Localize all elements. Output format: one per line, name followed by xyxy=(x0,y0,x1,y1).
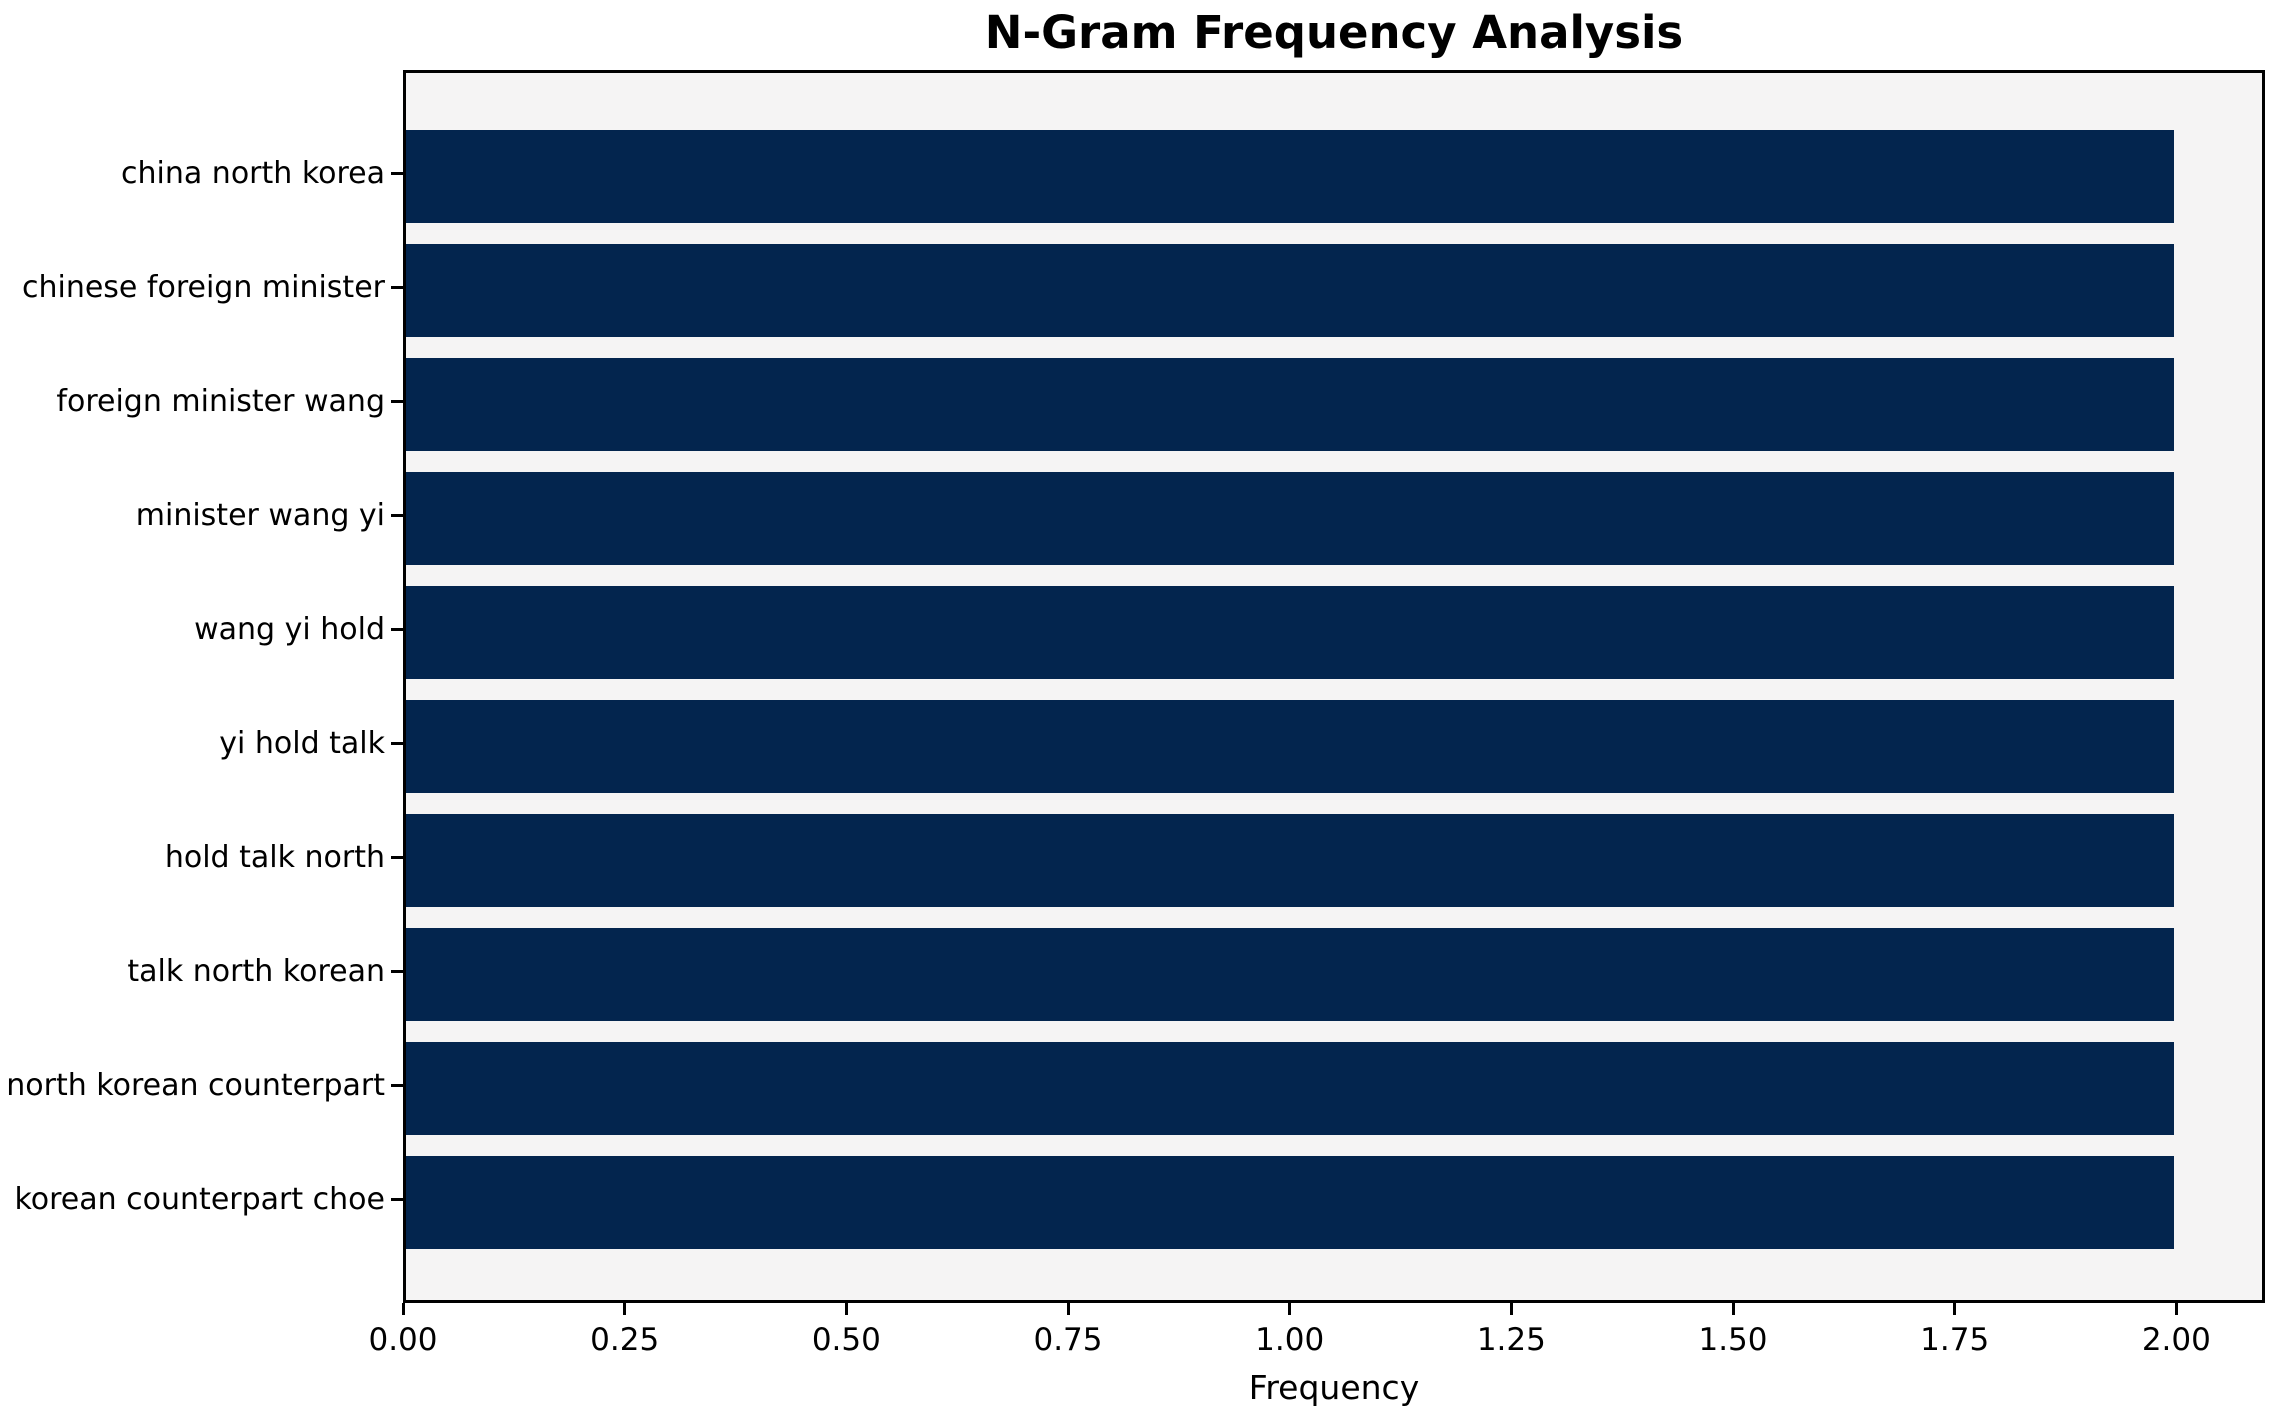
x-tick-label: 0.50 xyxy=(811,1322,881,1358)
bar xyxy=(406,814,2174,907)
bar xyxy=(406,1156,2174,1249)
x-tick-label: 0.00 xyxy=(368,1322,438,1358)
y-tick-mark xyxy=(391,1198,403,1201)
bar-row xyxy=(406,244,2262,337)
y-tick-label: foreign minister wang xyxy=(56,383,385,419)
y-tick-mark xyxy=(391,172,403,175)
x-tick-mark xyxy=(401,1303,405,1315)
bar-row xyxy=(406,814,2262,907)
bar-row xyxy=(406,1042,2262,1135)
plot-area xyxy=(403,70,2265,1303)
x-tick-mark xyxy=(1066,1303,1070,1315)
bar-row xyxy=(406,700,2262,793)
x-tick-mark xyxy=(844,1303,848,1315)
bar-row xyxy=(406,586,2262,679)
x-tick-label: 1.25 xyxy=(1476,1322,1546,1358)
y-tick-label: minister wang yi xyxy=(135,497,385,533)
bar xyxy=(406,244,2174,337)
y-tick-mark xyxy=(391,970,403,973)
x-tick-label: 0.25 xyxy=(590,1322,660,1358)
y-tick-mark xyxy=(391,514,403,517)
x-tick-mark xyxy=(1509,1303,1513,1315)
y-tick-mark xyxy=(391,286,403,289)
bar-row xyxy=(406,1156,2262,1249)
bar-row xyxy=(406,130,2262,223)
y-tick-label: yi hold talk xyxy=(219,725,385,761)
y-tick-label: hold talk north xyxy=(164,839,385,875)
x-tick-label: 1.75 xyxy=(1920,1322,1990,1358)
y-tick-label: talk north korean xyxy=(127,953,385,989)
y-tick-mark xyxy=(391,1084,403,1087)
y-tick-label: chinese foreign minister xyxy=(21,269,385,305)
y-tick-label: china north korea xyxy=(121,155,385,191)
y-tick-label: north korean counterpart xyxy=(6,1067,385,1103)
y-tick-label: korean counterpart choe xyxy=(14,1181,385,1217)
bar xyxy=(406,472,2174,565)
x-tick-mark xyxy=(2174,1303,2178,1315)
bar xyxy=(406,358,2174,451)
y-tick-label: wang yi hold xyxy=(194,611,385,647)
x-tick-mark xyxy=(1288,1303,1292,1315)
y-tick-mark xyxy=(391,742,403,745)
x-tick-mark xyxy=(1953,1303,1957,1315)
bar xyxy=(406,130,2174,223)
bar-row xyxy=(406,358,2262,451)
x-tick-mark xyxy=(623,1303,627,1315)
x-tick-mark xyxy=(1731,1303,1735,1315)
bar xyxy=(406,586,2174,679)
bar-row xyxy=(406,928,2262,1021)
bar xyxy=(406,928,2174,1021)
y-tick-mark xyxy=(391,628,403,631)
x-tick-label: 1.50 xyxy=(1698,1322,1768,1358)
x-tick-label: 1.00 xyxy=(1255,1322,1325,1358)
bar-row xyxy=(406,472,2262,565)
x-tick-label: 2.00 xyxy=(2141,1322,2211,1358)
chart-title: N-Gram Frequency Analysis xyxy=(984,6,1684,59)
y-tick-mark xyxy=(391,400,403,403)
x-tick-label: 0.75 xyxy=(1033,1322,1103,1358)
bar xyxy=(406,700,2174,793)
bar xyxy=(406,1042,2174,1135)
y-tick-mark xyxy=(391,856,403,859)
x-axis-label: Frequency xyxy=(1248,1368,1420,1407)
